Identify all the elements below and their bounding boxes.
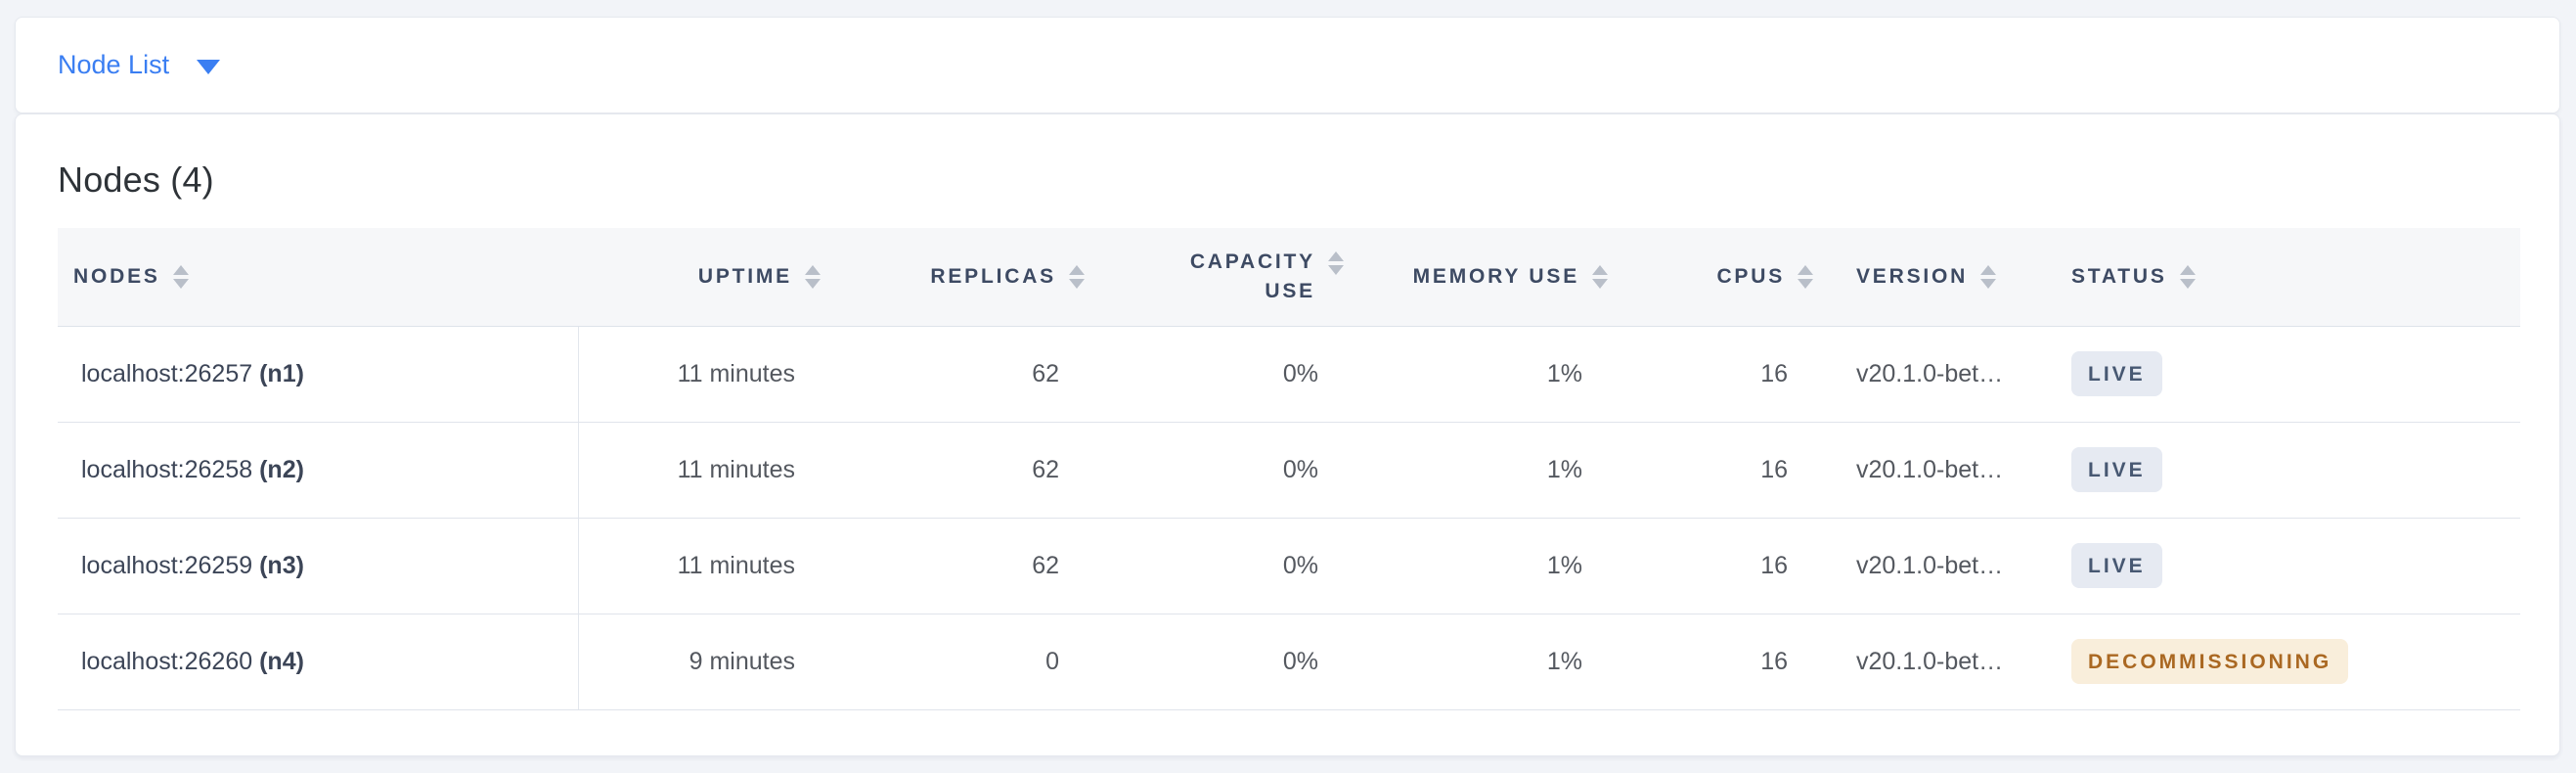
column-label-replicas: REPLICAS: [930, 265, 1056, 289]
status-badge: LIVE: [2071, 351, 2162, 396]
version-cell: v20.1.0-bet…: [1815, 614, 2045, 710]
sort-down-icon: [172, 278, 189, 289]
page-title: Nodes (4): [58, 159, 214, 200]
node-name-cell: localhost:26260 (n4): [58, 614, 579, 710]
uptime-cell: 9 minutes: [578, 614, 822, 710]
status-badge: LIVE: [2071, 543, 2162, 588]
sort-down-icon: [1069, 278, 1085, 289]
uptime-cell: 11 minutes: [578, 422, 822, 519]
cpus-cell: 16: [1610, 326, 1815, 423]
replicas-cell: 62: [822, 326, 1087, 423]
sort-down-icon: [1592, 278, 1608, 289]
table-row[interactable]: localhost:26258 (n2) 11 minutes 62 0% 1% 16 v2…: [58, 422, 2520, 519]
uptime-cell: 11 minutes: [578, 518, 822, 614]
node-name-cell: localhost:26258 (n2): [58, 422, 579, 519]
version-cell: v20.1.0-bet…: [1815, 326, 2045, 423]
sort-icon: [1980, 264, 1997, 289]
memory-cell: 1%: [1346, 326, 1610, 423]
sort-icon: [172, 264, 189, 289]
replicas-cell: 62: [822, 422, 1087, 519]
sort-down-icon: [2179, 278, 2196, 289]
sort-up-icon: [2179, 264, 2196, 275]
sort-down-icon: [805, 278, 821, 289]
sort-down-icon: [1798, 278, 1813, 289]
nodes-table: NODES UPTIME REPLICAS CAPACITY USE MEMORY US…: [58, 228, 2520, 710]
sort-up-icon: [1592, 264, 1608, 275]
node-id: (n3): [259, 551, 304, 579]
capacity-cell: 0%: [1087, 422, 1346, 519]
column-header-status[interactable]: STATUS: [2045, 228, 2520, 327]
sort-up-icon: [172, 264, 189, 275]
status-cell: LIVE: [2045, 326, 2520, 423]
column-header-uptime[interactable]: UPTIME: [578, 228, 822, 327]
node-address: localhost:26257: [81, 359, 260, 387]
sort-icon: [1328, 251, 1344, 276]
nodes-panel: Nodes (4) NODES UPTIME REPLICAS CAPACITY US…: [15, 114, 2560, 756]
table-header: NODES UPTIME REPLICAS CAPACITY USE MEMORY US…: [58, 228, 2520, 327]
table-row[interactable]: localhost:26260 (n4) 9 minutes 0 0% 1% 16 v20.…: [58, 614, 2520, 710]
version-cell: v20.1.0-bet…: [1815, 518, 2045, 614]
sort-up-icon: [805, 264, 821, 275]
node-id: (n1): [259, 359, 304, 387]
replicas-cell: 62: [822, 518, 1087, 614]
sort-icon: [1592, 264, 1608, 289]
sort-icon: [2179, 264, 2196, 289]
sort-up-icon: [1798, 264, 1813, 275]
column-header-memory[interactable]: MEMORY USE: [1346, 228, 1610, 327]
node-id: (n2): [259, 455, 304, 483]
node-address: localhost:26259: [81, 551, 260, 579]
view-selector-dropdown[interactable]: Node List: [58, 50, 221, 79]
column-label-uptime: UPTIME: [697, 265, 792, 289]
column-label-memory: MEMORY USE: [1412, 265, 1579, 289]
column-header-version[interactable]: VERSION: [1815, 228, 2045, 327]
memory-cell: 1%: [1346, 614, 1610, 710]
uptime-cell: 11 minutes: [578, 326, 822, 423]
column-label-capacity: CAPACITY USE: [1189, 250, 1315, 302]
table-header-row: NODES UPTIME REPLICAS CAPACITY USE MEMORY US…: [58, 228, 2520, 327]
cpus-cell: 16: [1610, 422, 1815, 519]
capacity-cell: 0%: [1087, 518, 1346, 614]
sort-down-icon: [1328, 265, 1344, 276]
version-cell: v20.1.0-bet…: [1815, 422, 2045, 519]
capacity-cell: 0%: [1087, 614, 1346, 710]
node-id: (n4): [259, 647, 304, 675]
node-address: localhost:26258: [81, 455, 260, 483]
sort-icon: [1798, 264, 1813, 289]
node-name-cell: localhost:26259 (n3): [58, 518, 579, 614]
column-header-replicas[interactable]: REPLICAS: [822, 228, 1087, 327]
table-body: localhost:26257 (n1) 11 minutes 62 0% 1% 16 v2…: [58, 326, 2520, 710]
table-row[interactable]: localhost:26259 (n3) 11 minutes 62 0% 1% 16 v2…: [58, 518, 2520, 614]
column-label-version: VERSION: [1856, 265, 1969, 289]
chevron-down-icon: [197, 59, 221, 74]
sort-icon: [1069, 264, 1085, 289]
column-label-node: NODES: [73, 265, 160, 289]
sort-down-icon: [1980, 278, 1997, 289]
status-badge: DECOMMISSIONING: [2071, 639, 2349, 684]
column-header-node[interactable]: NODES: [58, 228, 578, 327]
cpus-cell: 16: [1610, 614, 1815, 710]
sort-icon: [805, 264, 821, 289]
view-selector-label: Node List: [58, 50, 170, 79]
status-badge: LIVE: [2071, 447, 2162, 492]
column-label-cpus: CPUS: [1716, 265, 1785, 289]
column-label-status: STATUS: [2071, 265, 2167, 289]
table-row[interactable]: localhost:26257 (n1) 11 minutes 62 0% 1% 16 v2…: [58, 326, 2520, 423]
status-cell: LIVE: [2045, 518, 2520, 614]
cpus-cell: 16: [1610, 518, 1815, 614]
status-cell: LIVE: [2045, 422, 2520, 519]
column-header-cpus[interactable]: CPUS: [1610, 228, 1815, 327]
sort-up-icon: [1069, 264, 1085, 275]
capacity-cell: 0%: [1087, 326, 1346, 423]
memory-cell: 1%: [1346, 422, 1610, 519]
sort-up-icon: [1980, 264, 1997, 275]
view-selector-bar: Node List: [15, 17, 2560, 114]
replicas-cell: 0: [822, 614, 1087, 710]
status-cell: DECOMMISSIONING: [2045, 614, 2520, 710]
memory-cell: 1%: [1346, 518, 1610, 614]
node-name-cell: localhost:26257 (n1): [58, 326, 579, 423]
sort-up-icon: [1328, 251, 1344, 262]
column-header-capacity[interactable]: CAPACITY USE: [1087, 228, 1346, 327]
node-address: localhost:26260: [81, 647, 260, 675]
